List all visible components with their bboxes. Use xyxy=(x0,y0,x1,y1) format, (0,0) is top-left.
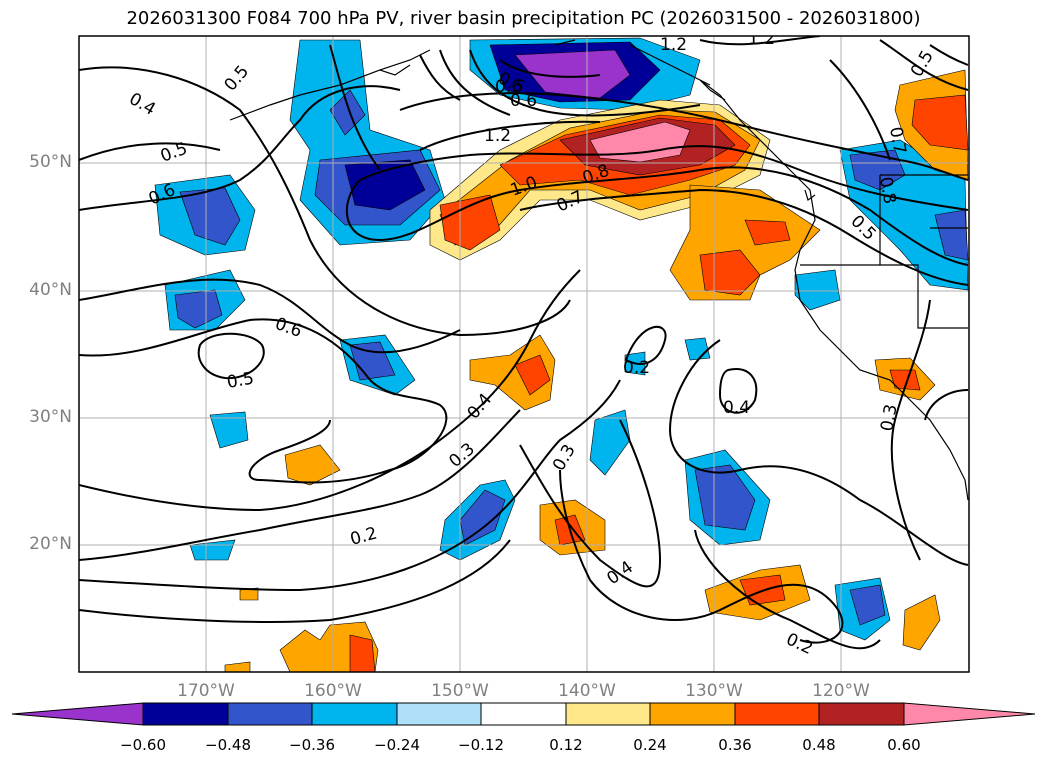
contour-label: 0.3 xyxy=(877,403,901,433)
latitude-label-40n: 40°N xyxy=(29,280,72,300)
contour-label: 0.6 xyxy=(495,77,522,97)
colorbar-segment-7 xyxy=(649,702,736,726)
colorbar-segment-1 xyxy=(142,702,229,726)
colorbar-segment-6 xyxy=(565,702,651,726)
colorbar-segment-5 xyxy=(480,702,567,726)
colorbar-segment-10 xyxy=(903,702,1036,726)
colorbar-tick-label: 0.12 xyxy=(549,736,583,754)
colorbar-tick-label: −0.60 xyxy=(120,736,166,754)
gridlines xyxy=(79,36,969,672)
colorbar-tick-label: −0.24 xyxy=(374,736,420,754)
colorbar-segment-9 xyxy=(818,702,905,726)
colorbar-tick-label: 0.60 xyxy=(887,736,921,754)
colorbar-segment-8 xyxy=(734,702,820,726)
contour-label: 0.7 xyxy=(885,125,909,155)
latitude-label-20n: 20°N xyxy=(29,534,72,554)
colorbar-tick-label: −0.12 xyxy=(458,736,504,754)
colorbar-tick-label: −0.36 xyxy=(289,736,335,754)
colorbar-tick-label: 0.24 xyxy=(633,736,667,754)
colorbar-tick-label: −0.48 xyxy=(205,736,251,754)
contour-label: 0.8 xyxy=(875,175,899,205)
contour-label: 0.2 xyxy=(623,358,650,378)
colorbar-segment-4 xyxy=(396,702,482,726)
colorbar-segment-2 xyxy=(227,702,313,726)
latitude-label-30n: 30°N xyxy=(29,407,72,427)
map-frame xyxy=(78,35,970,673)
coastlines xyxy=(229,39,969,501)
colorbar-segment-0 xyxy=(11,702,144,726)
contour-label: 1.2 xyxy=(660,35,687,55)
longitude-label-120w: 120°W xyxy=(812,681,870,701)
latitude-label-50n: 50°N xyxy=(29,152,72,172)
pv-contours xyxy=(79,36,969,650)
colorbar xyxy=(11,702,1036,726)
contour-labels: 0.4 0.5 0.5 0.6 0.6 0.5 1.2 1.2 1.2 0.5 … xyxy=(126,29,938,659)
colorbar-tick-label: 0.36 xyxy=(718,736,752,754)
colorbar-segment-3 xyxy=(311,702,398,726)
contour-label: 0.5 xyxy=(225,369,255,393)
longitude-label-130w: 130°W xyxy=(685,681,743,701)
contour-label: 0.6 xyxy=(510,91,537,111)
map-title: 2026031300 F084 700 hPa PV, river basin … xyxy=(126,8,921,29)
longitude-label-170w: 170°W xyxy=(177,681,235,701)
longitude-label-140w: 140°W xyxy=(558,681,616,701)
longitude-label-160w: 160°W xyxy=(304,681,362,701)
contour-label: 1.2 xyxy=(484,126,511,146)
contour-label: 1.2 xyxy=(748,29,775,49)
contour-label: 0.4 xyxy=(723,398,750,418)
colorbar-tick-label: 0.48 xyxy=(802,736,836,754)
map-area: 0.4 0.5 0.5 0.6 0.6 0.5 1.2 1.2 1.2 0.5 … xyxy=(79,29,969,672)
longitude-label-150w: 150°W xyxy=(431,681,489,701)
